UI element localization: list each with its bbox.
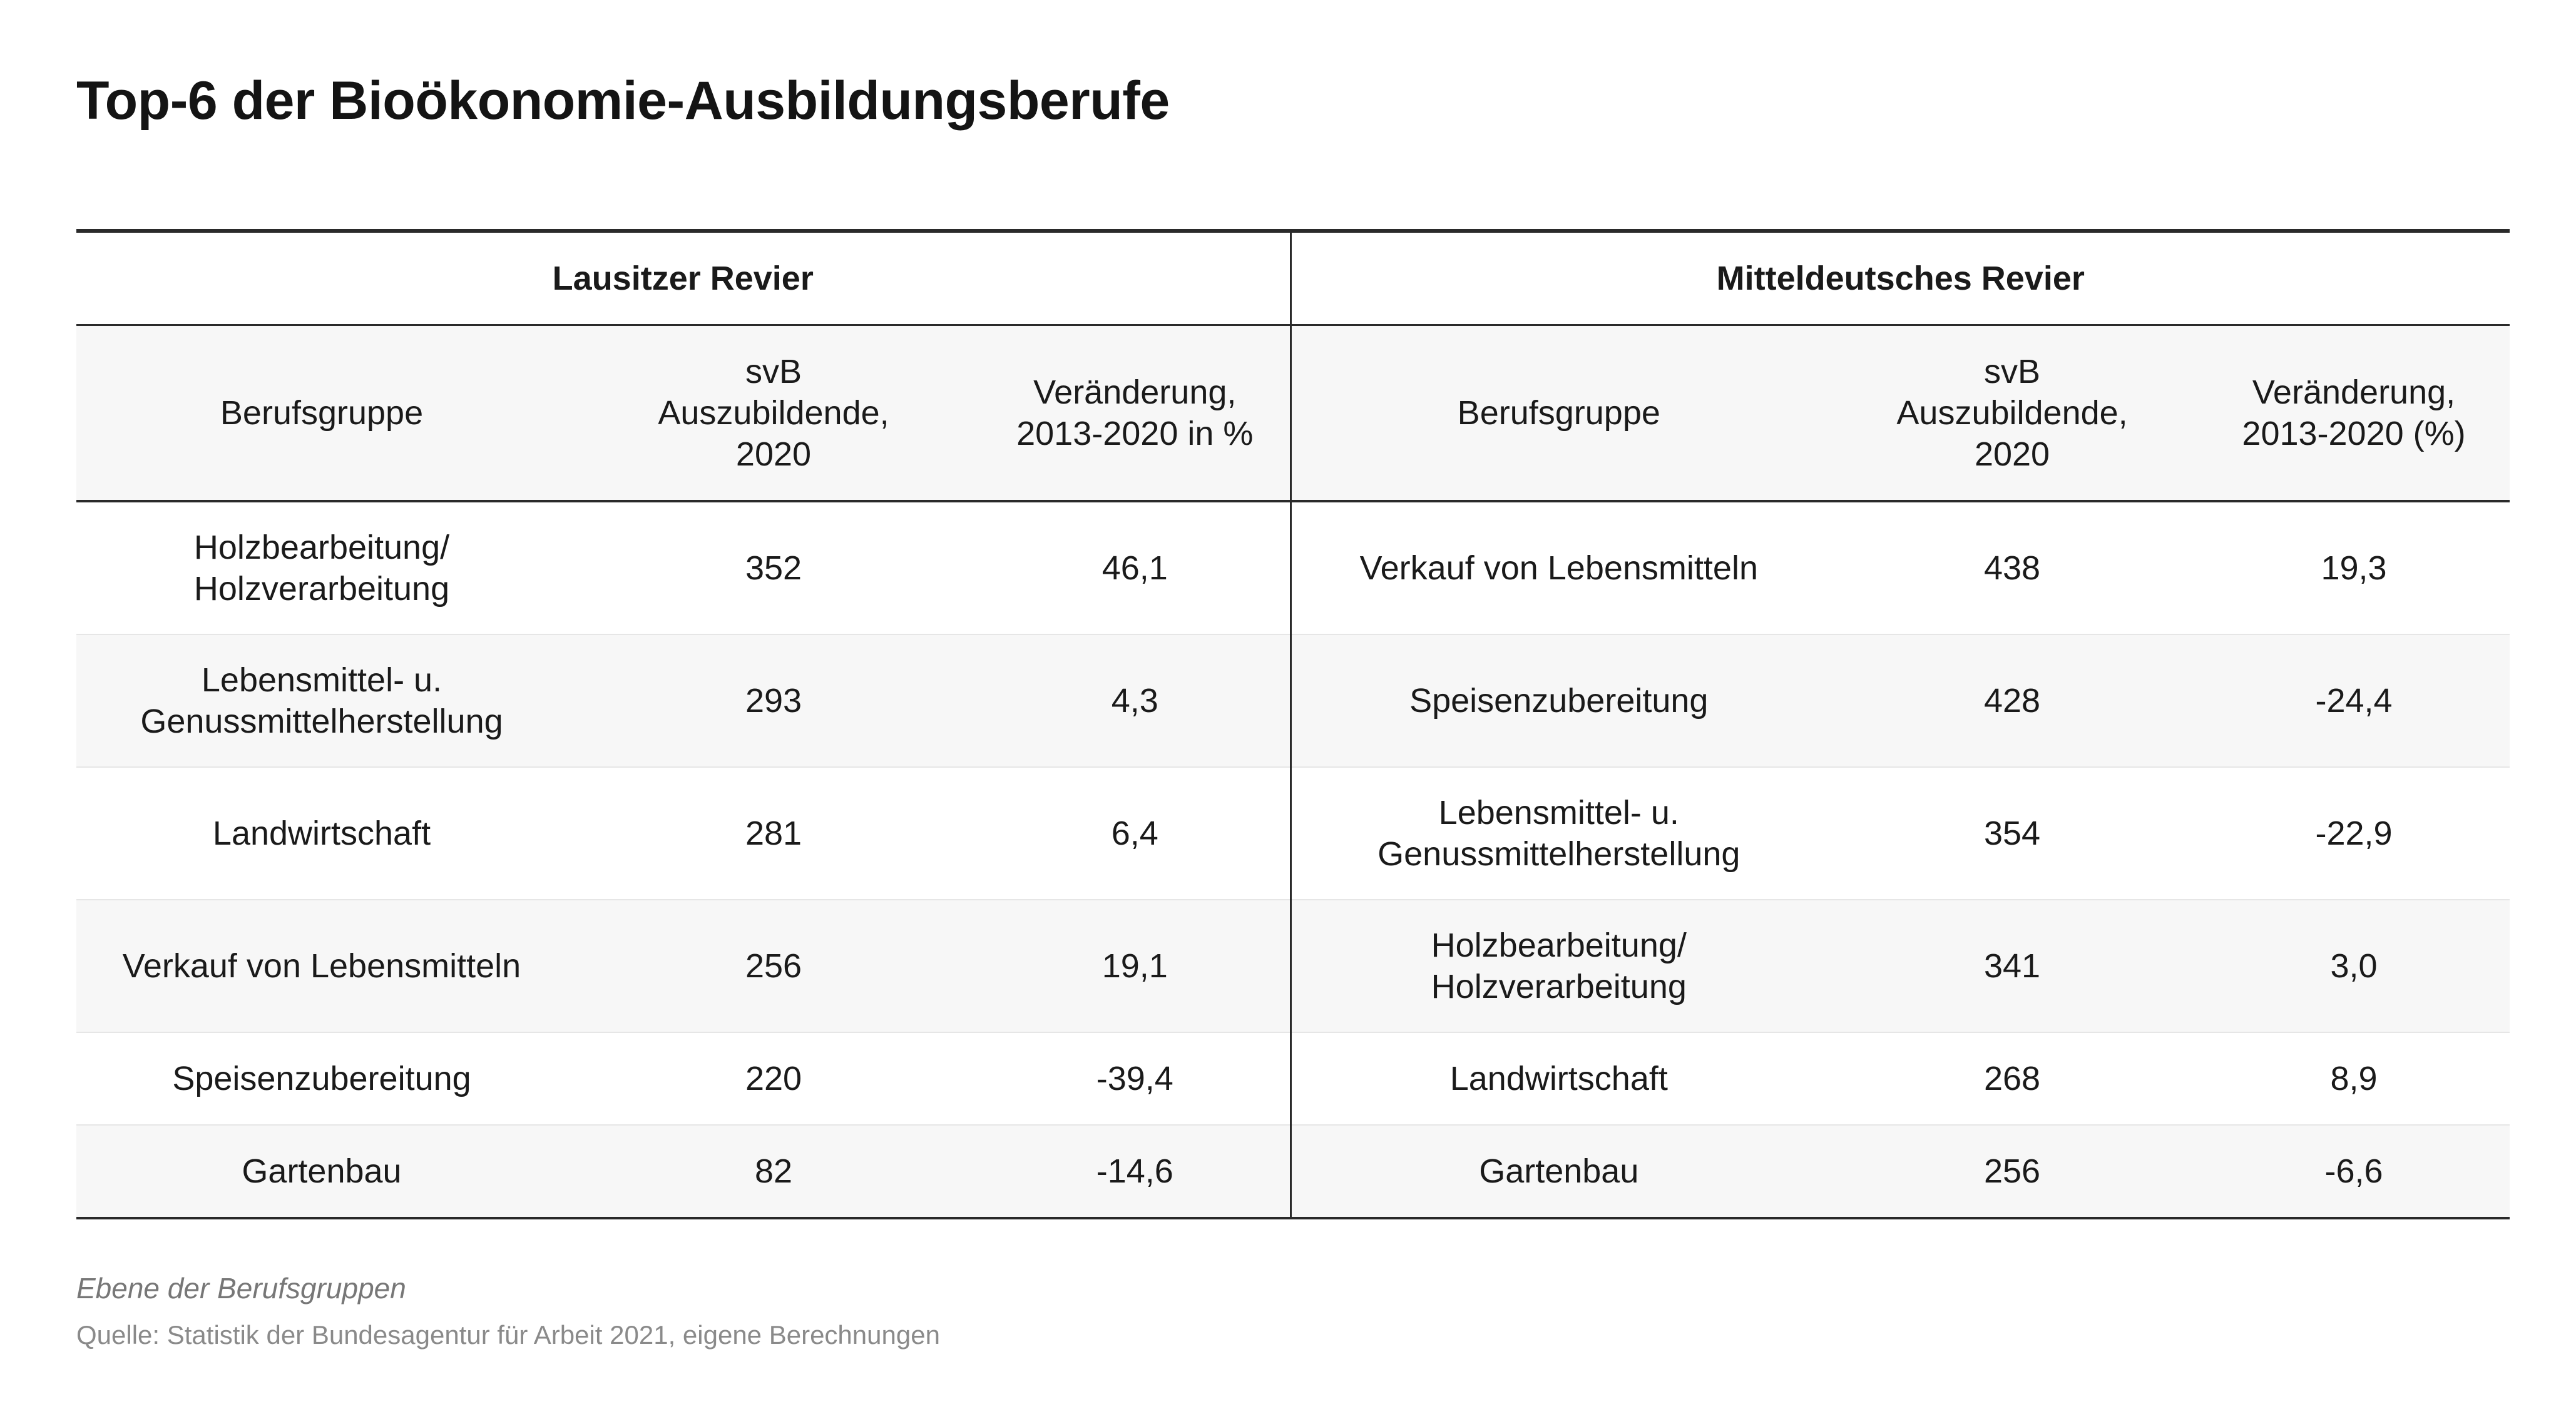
cell-veraenderung-right: 3,0	[2198, 900, 2510, 1033]
group-header-mitteldeutsch: Mitteldeutsches Revier	[1291, 229, 2510, 326]
cell-auszubildende-right: 268	[1826, 1032, 2199, 1126]
cell-veraenderung-right: -22,9	[2198, 767, 2510, 900]
page-title: Top-6 der Bioökonomie-Ausbildungsberufe	[76, 71, 1170, 131]
cell-berufsgruppe-left: Gartenbau	[76, 1125, 567, 1219]
cell-auszubildende-right: 354	[1826, 767, 2199, 900]
cell-auszubildende-right: 256	[1826, 1125, 2199, 1219]
cell-auszubildende-left: 352	[567, 501, 980, 635]
cell-auszubildende-left: 256	[567, 900, 980, 1033]
cell-berufsgruppe-right: Lebensmittel- u. Genussmittelherstellung	[1291, 767, 1827, 900]
table-row: Gartenbau 82 -14,6 Gartenbau 256 -6,6	[76, 1125, 2510, 1219]
cell-auszubildende-right: 438	[1826, 501, 2199, 635]
cell-auszubildende-left: 281	[567, 767, 980, 900]
column-header-veraenderung-left: Veränderung, 2013-2020 in %	[980, 325, 1292, 502]
cell-veraenderung-left: -14,6	[980, 1125, 1292, 1219]
cell-berufsgruppe-right: Holzbearbeitung/ Holzverarbeitung	[1291, 900, 1827, 1033]
column-header-berufsgruppe-left: Berufsgruppe	[76, 325, 567, 502]
column-header-veraenderung-right: Veränderung, 2013-2020 (%)	[2198, 325, 2510, 502]
cell-auszubildende-right: 428	[1826, 634, 2199, 768]
cell-veraenderung-right: -24,4	[2198, 634, 2510, 768]
cell-berufsgruppe-right: Speisenzubereitung	[1291, 634, 1827, 768]
cell-veraenderung-left: 19,1	[980, 900, 1292, 1033]
cell-berufsgruppe-left: Holzbearbeitung/ Holzverarbeitung	[76, 501, 567, 635]
column-header-berufsgruppe-right: Berufsgruppe	[1291, 325, 1827, 502]
data-table: Lausitzer Revier Mitteldeutsches Revier …	[76, 229, 2510, 1219]
cell-berufsgruppe-left: Lebensmittel- u. Genussmittelherstellung	[76, 634, 567, 768]
cell-berufsgruppe-left: Landwirtschaft	[76, 767, 567, 900]
cell-veraenderung-left: -39,4	[980, 1032, 1292, 1126]
group-header-row: Lausitzer Revier Mitteldeutsches Revier	[76, 229, 2510, 326]
column-header-auszubildende-right: svB Auszubildende, 2020	[1826, 325, 2199, 502]
cell-berufsgruppe-right: Verkauf von Lebensmitteln	[1291, 501, 1827, 635]
cell-auszubildende-right: 341	[1826, 900, 2199, 1033]
source-note: Quelle: Statistik der Bundesagentur für …	[76, 1320, 940, 1350]
cell-veraenderung-left: 4,3	[980, 634, 1292, 768]
column-header-row: Berufsgruppe svB Auszubildende, 2020 Ver…	[76, 325, 2510, 502]
group-header-lausitz: Lausitzer Revier	[76, 229, 1292, 326]
table-row: Speisenzubereitung 220 -39,4 Landwirtsch…	[76, 1032, 2510, 1126]
cell-auszubildende-left: 82	[567, 1125, 980, 1219]
cell-berufsgruppe-right: Landwirtschaft	[1291, 1032, 1827, 1126]
cell-berufsgruppe-left: Speisenzubereitung	[76, 1032, 567, 1126]
table-row: Verkauf von Lebensmitteln 256 19,1 Holzb…	[76, 900, 2510, 1033]
column-header-auszubildende-left: svB Auszubildende, 2020	[567, 325, 980, 502]
cell-berufsgruppe-right: Gartenbau	[1291, 1125, 1827, 1219]
table-row: Landwirtschaft 281 6,4 Lebensmittel- u. …	[76, 767, 2510, 900]
cell-veraenderung-right: 19,3	[2198, 501, 2510, 635]
cell-auszubildende-left: 293	[567, 634, 980, 768]
cell-veraenderung-right: 8,9	[2198, 1032, 2510, 1126]
footnote: Ebene der Berufsgruppen	[76, 1272, 406, 1304]
cell-auszubildende-left: 220	[567, 1032, 980, 1126]
table-row: Lebensmittel- u. Genussmittelherstellung…	[76, 634, 2510, 768]
cell-veraenderung-left: 46,1	[980, 501, 1292, 635]
cell-veraenderung-left: 6,4	[980, 767, 1292, 900]
table-row: Holzbearbeitung/ Holzverarbeitung 352 46…	[76, 501, 2510, 635]
cell-berufsgruppe-left: Verkauf von Lebensmitteln	[76, 900, 567, 1033]
cell-veraenderung-right: -6,6	[2198, 1125, 2510, 1219]
